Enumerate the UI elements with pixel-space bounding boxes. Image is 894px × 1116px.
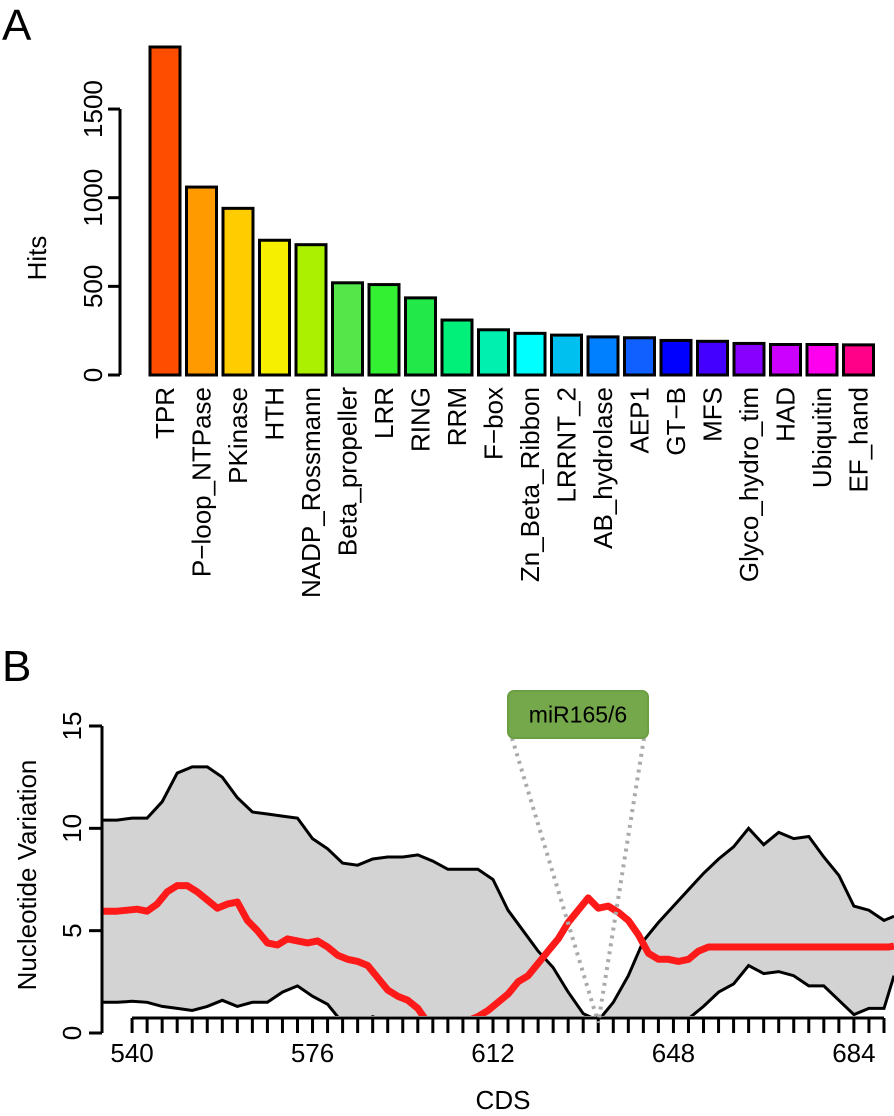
category-label: RING: [406, 387, 436, 452]
bar: [805, 343, 839, 377]
chart-b-x-tick-label: 684: [832, 1038, 875, 1068]
category-label: HTH: [260, 387, 290, 440]
category-label: GT−B: [661, 387, 691, 456]
category-label: MFS: [698, 387, 728, 442]
bar: [732, 341, 766, 377]
category-label: AEP1: [625, 387, 655, 454]
chart-a-y-tick-label: 0: [78, 368, 108, 382]
chart-b-y-tick-label: 0: [57, 1026, 87, 1040]
category-label: AB_hydrolase: [588, 387, 618, 549]
annotation-label: miR165/6: [529, 702, 627, 728]
panel-b-line-chart: 0 5 10 15 540 576 612 648 684 miR165/6 Nucleoti…: [0, 690, 894, 1115]
category-label: LRRNT_2: [552, 387, 582, 503]
category-label: NADP_Rossmann: [296, 387, 326, 598]
bar: [221, 206, 255, 377]
chart-a-y-tick-label: 1500: [78, 80, 108, 138]
chart-b-y-axis: 0 5 10 15: [57, 712, 104, 1040]
bar: [550, 333, 583, 377]
category-label: Glyco_hydro_tim: [734, 387, 764, 582]
variation-range-band: [102, 766, 894, 1033]
bar: [842, 343, 875, 377]
chart-a-bars: [148, 45, 875, 377]
bar: [331, 281, 364, 377]
bar: [258, 238, 291, 377]
bar: [586, 335, 620, 377]
bar: [404, 296, 437, 377]
category-label: LRR: [369, 387, 399, 439]
category-label: F−box: [479, 387, 509, 460]
category-label: EF_hand: [844, 387, 874, 493]
annotation-badge: [507, 690, 649, 739]
chart-b-ylabel: Nucleotide Variation: [12, 760, 42, 991]
bar: [185, 185, 218, 377]
category-label: Ubiquitin: [807, 387, 837, 488]
bar: [659, 338, 693, 377]
chart-b-y-tick-label: 5: [57, 923, 87, 937]
upper-bound-line: [102, 765, 894, 1023]
chart-a-y-axis: 0 500 1000 1500: [78, 80, 122, 382]
category-label: PKinase: [223, 387, 253, 484]
chart-b-xlabel: CDS: [476, 1085, 531, 1115]
category-label: Beta_propeller: [333, 387, 363, 556]
chart-a-y-tick-label: 1000: [78, 169, 108, 227]
chart-b-y-tick-label: 10: [57, 814, 87, 843]
mean-variation-line: [102, 882, 894, 1033]
annotation-left-dotted-line: [510, 737, 601, 1024]
bar: [696, 339, 729, 377]
chart-b-x-tick-label: 576: [291, 1038, 334, 1068]
panel-a-bar-chart: Hits 0 500 1000 1500 TPR P−loop_NTPase PKinas…: [22, 45, 875, 598]
category-label: Zn_Beta_Ribbon: [515, 387, 545, 582]
bar: [294, 243, 328, 377]
bar: [148, 45, 182, 377]
category-label: TPR: [150, 387, 180, 439]
bar: [623, 336, 656, 377]
category-label: P−loop_NTPase: [187, 387, 217, 577]
chart-a-ylabel: Hits: [22, 236, 52, 281]
panel-a-label: A: [2, 1, 32, 50]
chart-a-y-tick-label: 500: [78, 265, 108, 308]
chart-b-x-tick-label: 540: [110, 1038, 153, 1068]
category-label: HAD: [771, 387, 801, 442]
chart-b-x-tick-label: 612: [471, 1038, 514, 1068]
bar: [513, 331, 547, 377]
chart-b-x-axis: 540 576 612 648 684: [110, 1016, 886, 1068]
bar: [367, 283, 401, 377]
bar: [440, 318, 474, 377]
bar: [477, 328, 510, 377]
panel-b-label: B: [2, 642, 31, 691]
chart-b-x-tick-label: 648: [652, 1038, 695, 1068]
chart-b-y-tick-label: 15: [57, 712, 87, 741]
bar: [769, 343, 802, 377]
mirna-site-annotation: miR165/6: [507, 690, 649, 1024]
annotation-right-dotted-line: [596, 737, 646, 1024]
chart-a-x-tick-labels: TPR P−loop_NTPase PKinase HTH NADP_Rossmann B…: [150, 387, 874, 598]
category-label: RRM: [442, 387, 472, 446]
